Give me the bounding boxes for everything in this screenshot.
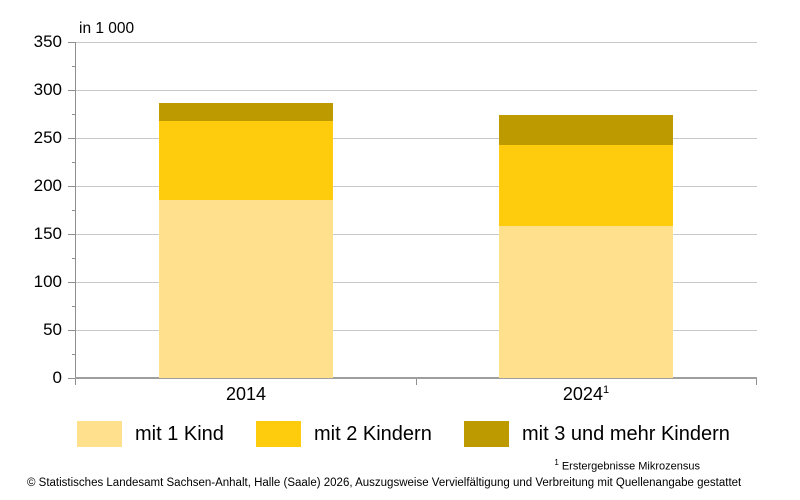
y-axis-line [75, 42, 76, 385]
y-axis-tick-label-0: 0 [52, 368, 62, 387]
y-axis-tick-label-150: 150 [33, 224, 62, 243]
x-axis-tick [756, 379, 757, 385]
y-axis-major-tick [68, 329, 76, 331]
x-axis-line [75, 377, 757, 379]
y-axis-tick-label-100: 100 [33, 272, 62, 291]
y-axis-major-tick [68, 137, 76, 139]
y-axis-tick-label-250: 250 [33, 128, 62, 147]
category-footnote-marker-icon: 1 [602, 384, 610, 396]
y-axis-major-tick [68, 41, 76, 43]
gridline-200 [76, 185, 757, 187]
bar-2024-segment-mit-1-kind [499, 226, 673, 378]
y-axis-major-tick [68, 377, 76, 379]
y-axis-tick-label-300: 300 [33, 80, 62, 99]
legend-label-mit-3-und-mehr-kindern: mit 3 und mehr Kindern [522, 422, 730, 445]
legend-swatch-mit-1-kind [77, 421, 122, 447]
gridline-100 [76, 281, 757, 283]
gridline-50 [76, 329, 757, 331]
legend-item-mit-3-und-mehr-kindern: mit 3 und mehr Kindern [464, 420, 730, 448]
gridline-250 [76, 137, 757, 139]
chart-footnote: 1 Erstergebnisse Mikrozensus [0, 458, 700, 473]
y-axis-tick-label-200: 200 [33, 176, 62, 195]
y-axis-major-tick [68, 185, 76, 187]
bar-2024-segment-mit-3-und-mehr-kindern [499, 114, 673, 145]
bar-2014-segment-mit-1-kind [159, 200, 333, 378]
bar-2014-segment-mit-3-und-mehr-kindern [159, 103, 333, 121]
bar-2024-segment-mit-2-kindern [499, 144, 673, 227]
x-axis-tick [416, 379, 417, 385]
y-axis-minor-tick [72, 353, 76, 355]
legend-item-mit-1-kind: mit 1 Kind [77, 420, 224, 448]
y-axis-minor-tick [72, 209, 76, 211]
y-axis-minor-tick [72, 257, 76, 259]
legend-label-mit-1-kind: mit 1 Kind [135, 422, 224, 445]
y-axis-tick-label-350: 350 [33, 32, 62, 51]
y-axis-major-tick [68, 89, 76, 91]
y-axis-minor-tick [72, 113, 76, 115]
y-axis-major-tick [68, 233, 76, 235]
y-axis-minor-tick [72, 65, 76, 67]
legend-swatch-mit-3-und-mehr-kindern [464, 421, 509, 447]
gridline-300 [76, 89, 757, 91]
legend-swatch-mit-2-kindern [256, 421, 301, 447]
legend-item-mit-2-kindern: mit 2 Kindern [256, 420, 432, 448]
chart-legend: mit 1 Kind mit 2 Kindern mit 3 und mehr Ki… [0, 420, 800, 448]
footnote-text: Erstergebnisse Mikrozensus [561, 460, 700, 473]
x-axis-category-label-2024: 20241 [562, 384, 610, 404]
y-axis-minor-tick [72, 161, 76, 163]
y-axis-unit-label: in 1 000 [79, 20, 135, 37]
gridline-150 [76, 233, 757, 235]
x-axis-category-label-2014: 2014 [225, 384, 267, 404]
copyright-line: © Statistisches Landesamt Sachsen-Anhalt… [27, 477, 742, 489]
footnote-marker-icon: 1 [554, 458, 559, 467]
y-axis-minor-tick [72, 305, 76, 307]
bar-2014-segment-mit-2-kindern [159, 120, 333, 201]
y-axis-tick-label-50: 50 [43, 320, 62, 339]
y-axis-major-tick [68, 281, 76, 283]
legend-label-mit-2-kindern: mit 2 Kindern [314, 422, 432, 445]
stacked-bar-chart: in 1 000 0 50 100 150 200 250 300 350 2014 20241 [33, 20, 757, 404]
gridline-350 [76, 41, 757, 43]
